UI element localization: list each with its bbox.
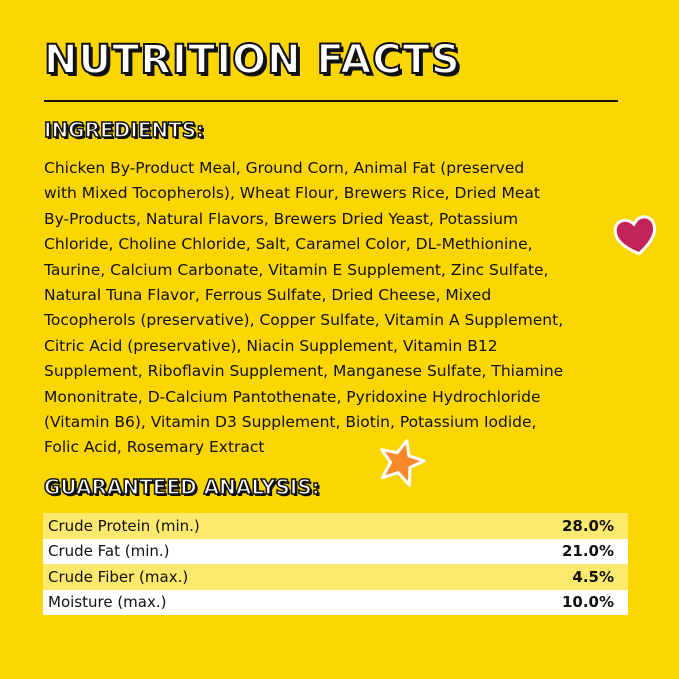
ingredients-line: By-Products, Natural Flavors, Brewers Dr…	[44, 209, 519, 228]
row-value: 10.0%	[561, 593, 614, 612]
table-row: Crude Protein (min.) 28.0%	[43, 513, 628, 539]
row-value: 21.0%	[561, 542, 614, 561]
ingredients-line: Chloride, Choline Chloride, Salt, Carame…	[44, 235, 533, 254]
ingredients-line: Folic Acid, Rosemary Extract	[44, 438, 265, 457]
ingredients-line: with Mixed Tocopherols), Wheat Flour, Br…	[44, 184, 540, 203]
ingredients-line: Tocopherols (preservative), Copper Sulfa…	[44, 311, 564, 330]
table-row: Crude Fat (min.) 21.0%	[43, 538, 628, 564]
ingredients-line: Citric Acid (preservative), Niacin Suppl…	[44, 336, 498, 355]
ingredients-line: Natural Tuna Flavor, Ferrous Sulfate, Dr…	[44, 285, 492, 304]
ingredients-heading: INGREDIENTS:	[43, 118, 205, 142]
analysis-table: Crude Protein (min.) 28.0% Crude Fat (min…	[43, 513, 628, 615]
row-label: Crude Fat (min.)	[48, 542, 170, 561]
row-value: 4.5%	[572, 567, 614, 586]
table-row: Crude Fiber (max.) 4.5%	[43, 564, 628, 590]
row-label: Crude Protein (min.)	[48, 516, 200, 535]
ingredients-line: Taurine, Calcium Carbonate, Vitamin E Su…	[44, 260, 549, 279]
analysis-heading: GUARANTEED ANALYSIS:	[43, 475, 320, 499]
table-row: Moisture (max.) 10.0%	[43, 589, 628, 615]
row-label: Crude Fiber (max.)	[48, 567, 189, 586]
heart-icon	[613, 215, 657, 256]
row-label: Moisture (max.)	[48, 593, 167, 612]
ingredients-line: Chicken By-Product Meal, Ground Corn, An…	[44, 159, 525, 177]
ingredients-line: (Vitamin B6), Vitamin D3 Supplement, Bio…	[44, 412, 537, 431]
ingredients-line: Mononitrate, D-Calcium Pantothenate, Pyr…	[44, 387, 541, 406]
ingredients-line: Supplement, Riboflavin Supplement, Manga…	[44, 362, 564, 381]
star-icon	[380, 439, 426, 487]
row-value: 28.0%	[561, 516, 614, 535]
ingredients-text: Chicken By-Product Meal, Ground Corn, An…	[44, 156, 563, 461]
page-title: NUTRITION FACTS	[43, 37, 461, 83]
title-divider	[44, 100, 618, 102]
